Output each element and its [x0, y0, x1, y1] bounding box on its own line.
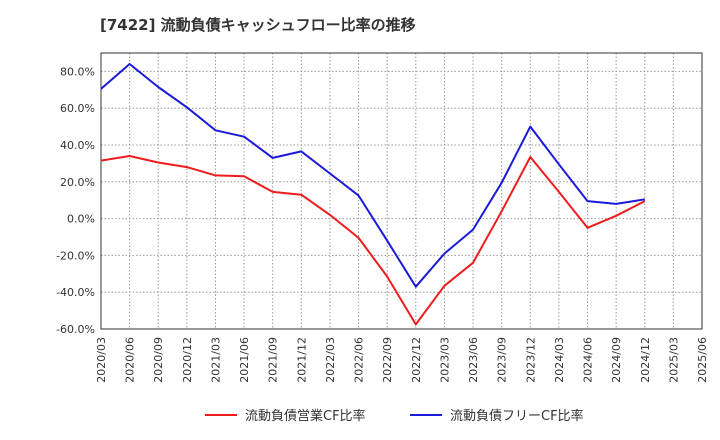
series-line-2 [100, 63, 645, 288]
y-tick-label: 40.0% [60, 139, 95, 152]
y-tick-label: 20.0% [60, 176, 95, 189]
y-tick-label: -20.0% [56, 249, 95, 262]
y-axis: -60.0% -40.0% -20.0% 0.0% 20.0% 40.0% 60.0% 80.… [56, 65, 95, 336]
y-tick-label: -40.0% [56, 286, 95, 299]
x-tick-label: 2023/09 [496, 337, 509, 383]
series-layer [100, 63, 646, 326]
plot-frame [100, 52, 703, 330]
y-tick-label: 0.0% [67, 213, 95, 226]
x-tick-label: 2020/03 [95, 337, 108, 383]
x-tick-label: 2021/06 [238, 337, 251, 383]
series-line-1 [100, 155, 646, 326]
x-tick-label: 2023/06 [467, 337, 480, 383]
x-tick-label: 2021/03 [209, 337, 222, 383]
x-tick-label: 2022/06 [353, 337, 366, 383]
x-tick-label: 2024/09 [610, 337, 623, 383]
legend-label-1: 流動負債営業CF比率 [245, 408, 366, 424]
x-tick-label: 2022/12 [410, 337, 423, 383]
x-tick-label: 2020/12 [181, 337, 194, 383]
x-tick-label: 2024/12 [639, 337, 652, 383]
y-tick-label: 60.0% [60, 102, 95, 115]
x-tick-label: 2020/06 [124, 337, 137, 383]
x-tick-label: 2024/03 [553, 337, 566, 383]
x-tick-label: 2021/09 [267, 337, 280, 383]
x-axis: 2020/03 2020/06 2020/09 2020/12 2021/03 2021/… [95, 337, 709, 383]
legend-label-2: 流動負債フリーCF比率 [450, 408, 584, 424]
legend: 流動負債営業CF比率 流動負債フリーCF比率 [205, 408, 584, 424]
x-tick-label: 2023/03 [438, 337, 451, 383]
x-tick-label: 2023/12 [524, 337, 537, 383]
x-tick-label: 2025/06 [696, 337, 709, 383]
y-tick-label: 80.0% [60, 65, 95, 78]
x-tick-label: 2022/09 [381, 337, 394, 383]
x-tick-label: 2020/09 [152, 337, 165, 383]
grid-layer [101, 53, 702, 330]
x-tick-label: 2021/12 [295, 337, 308, 383]
y-tick-label: -60.0% [56, 323, 95, 336]
chart-title: [7422] 流動負債キャッシュフロー比率の推移 [100, 16, 416, 34]
x-tick-label: 2025/03 [667, 337, 680, 383]
x-tick-label: 2024/06 [582, 337, 595, 383]
x-tick-label: 2022/03 [324, 337, 337, 383]
